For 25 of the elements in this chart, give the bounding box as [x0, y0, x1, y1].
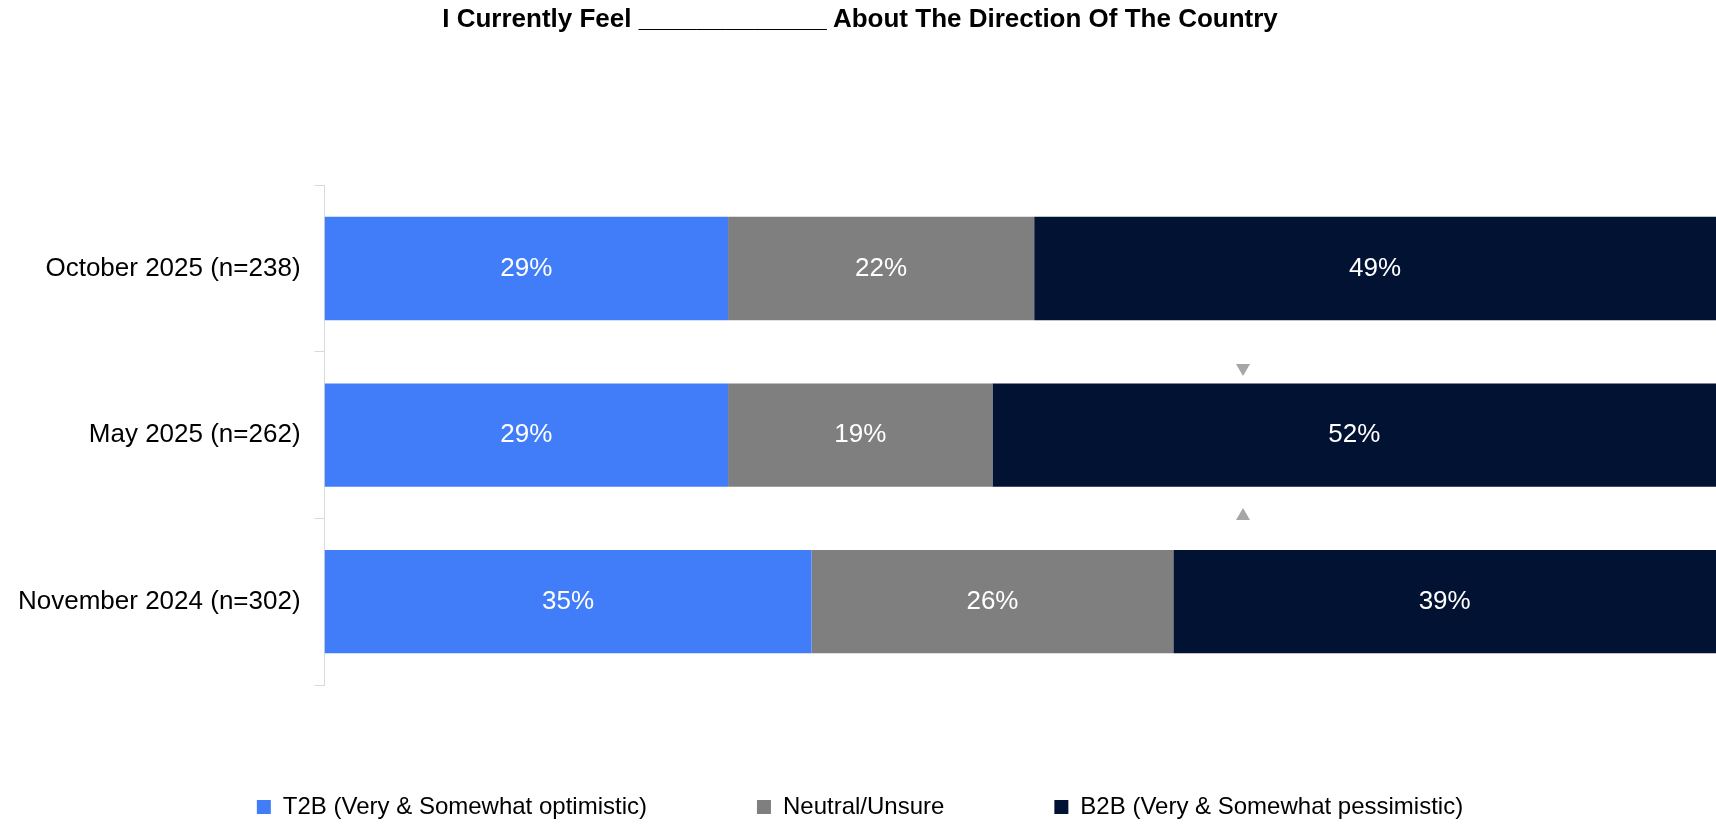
legend-label: B2B (Very & Somewhat pessimistic): [1080, 791, 1464, 819]
data-label: 39%: [1418, 584, 1471, 615]
data-label: 49%: [1349, 251, 1402, 282]
data-label: 29%: [500, 251, 553, 282]
bar: [811, 550, 1174, 654]
chart-title: I Currently Feel _____________ About The Direction Of The Country: [442, 2, 1279, 33]
data-label: 22%: [855, 251, 908, 282]
data-label: 26%: [966, 584, 1019, 615]
bar: [1034, 216, 1716, 321]
bar: [728, 383, 993, 487]
bar: [1173, 550, 1716, 654]
data-label: 52%: [1328, 418, 1381, 449]
legend-label: T2B (Very & Somewhat optimistic): [282, 791, 647, 819]
y-tick-label: November 2024 (n=302): [18, 584, 301, 615]
bar: [324, 550, 812, 654]
y-tick-label: October 2025 (n=238): [45, 251, 301, 282]
bar: [324, 216, 729, 321]
y-tick-label: May 2025 (n=262): [88, 418, 301, 449]
bar: [992, 383, 1716, 487]
bar: [324, 383, 729, 487]
legend-label: Neutral/Unsure: [782, 791, 945, 819]
data-label: 35%: [542, 584, 595, 615]
bar: [728, 216, 1035, 321]
data-label: 19%: [834, 418, 887, 449]
data-label: 29%: [500, 418, 553, 449]
